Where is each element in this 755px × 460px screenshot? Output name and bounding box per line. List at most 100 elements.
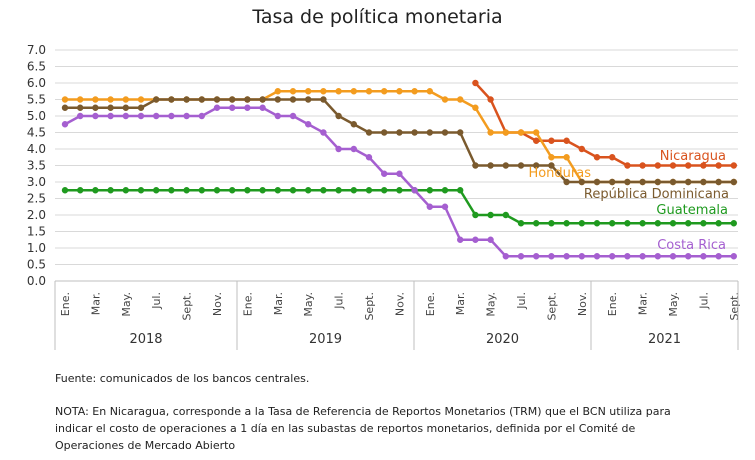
data-point (274, 88, 281, 95)
data-point (548, 162, 555, 169)
data-point (320, 96, 327, 103)
data-point (654, 162, 661, 169)
data-point (305, 96, 312, 103)
data-point (669, 162, 677, 169)
x-tick-label: Nov. (211, 292, 224, 316)
y-tick-label: 0.5 (27, 258, 46, 272)
x-tick-label: Jul. (515, 292, 528, 310)
y-tick-label: 4.0 (27, 142, 46, 156)
data-point (259, 104, 266, 111)
data-point (700, 220, 707, 227)
data-point (365, 154, 373, 161)
data-point (77, 112, 84, 120)
data-point (548, 220, 555, 227)
data-point (305, 187, 312, 194)
data-point (685, 162, 692, 169)
data-point (289, 112, 297, 120)
data-point (198, 112, 205, 120)
data-point (487, 129, 494, 136)
data-point (153, 96, 160, 103)
data-point (259, 96, 266, 103)
x-tick-label: Ene. (424, 292, 437, 316)
data-point (502, 129, 509, 136)
data-point (502, 162, 509, 169)
data-point (685, 178, 692, 186)
data-point (730, 220, 737, 227)
x-tick-label: Mar. (637, 292, 650, 315)
x-tick-label: Nov. (576, 292, 589, 316)
data-point (593, 253, 601, 260)
data-point (274, 96, 281, 103)
data-point (350, 88, 357, 95)
chart-title: Tasa de política monetaria (252, 6, 503, 28)
data-point (122, 104, 129, 111)
data-point (77, 96, 84, 103)
data-point (198, 187, 205, 194)
data-point (426, 129, 433, 136)
series-label: Honduras (528, 166, 591, 181)
series-line (65, 90, 734, 184)
data-point (593, 178, 601, 186)
data-point (685, 253, 692, 260)
data-point (593, 154, 601, 161)
data-point (137, 96, 145, 103)
data-point (168, 112, 175, 120)
data-point (244, 187, 251, 194)
data-point (517, 220, 525, 227)
y-tick-label: 2.5 (27, 192, 46, 206)
data-point (563, 178, 570, 186)
data-point (137, 187, 145, 194)
data-point (609, 154, 616, 161)
data-point (396, 129, 403, 136)
data-point (107, 96, 114, 103)
data-point (274, 112, 281, 120)
data-point (472, 236, 479, 243)
data-point (259, 187, 266, 194)
x-tick-label: Ene. (606, 292, 619, 316)
data-point (502, 253, 509, 260)
data-point (122, 96, 129, 103)
data-point (411, 129, 418, 136)
y-tick-label: 1.5 (27, 225, 46, 239)
x-tick-label: May. (120, 292, 133, 317)
data-point (213, 187, 221, 194)
data-point (578, 220, 585, 227)
data-point (365, 88, 373, 95)
data-point (700, 162, 707, 169)
data-point (168, 96, 175, 103)
y-tick-label: 3.0 (27, 175, 46, 189)
data-point (107, 104, 114, 111)
x-tick-label: May. (667, 292, 680, 317)
data-point (229, 104, 236, 111)
data-point (609, 178, 616, 186)
data-point (381, 170, 388, 177)
data-point (92, 96, 99, 103)
x-tick-label: Ene. (241, 292, 254, 316)
data-point (441, 96, 449, 103)
data-point (593, 220, 601, 227)
data-point (77, 104, 84, 111)
data-point (457, 187, 464, 194)
data-point (715, 162, 722, 169)
data-point (350, 121, 357, 128)
data-point (457, 236, 464, 243)
data-point (441, 187, 449, 194)
x-tick-label: Sept. (181, 292, 194, 321)
data-point (624, 253, 631, 260)
data-point (168, 187, 175, 194)
data-point (487, 236, 494, 243)
data-point (137, 112, 145, 120)
data-point (669, 220, 677, 227)
source-note: Fuente: comunicados de los bancos centra… (55, 372, 310, 385)
data-point (548, 154, 555, 161)
data-point (335, 187, 342, 194)
data-point (244, 104, 251, 111)
data-point (517, 253, 525, 260)
data-point (153, 187, 160, 194)
data-point (244, 96, 251, 103)
y-tick-label: 5.0 (27, 109, 46, 123)
data-point (107, 112, 114, 120)
data-point (183, 112, 190, 120)
x-tick-label: May. (302, 292, 315, 317)
